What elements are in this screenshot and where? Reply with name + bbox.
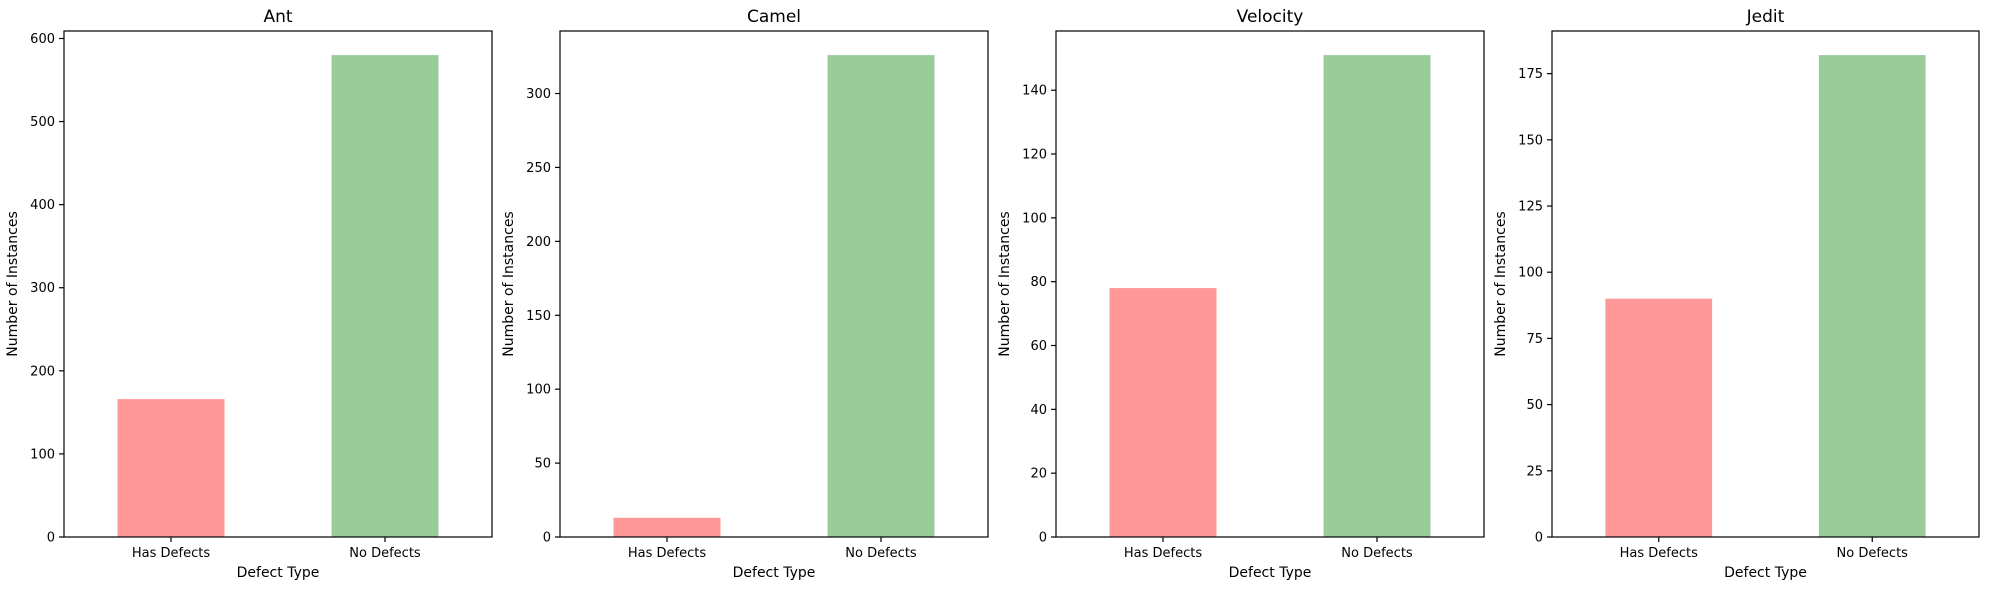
y-axis-label: Number of Instances — [997, 211, 1013, 356]
y-tick-label: 0 — [47, 531, 55, 546]
bar-ant-has-defects — [117, 399, 225, 537]
chart-title: Ant — [263, 7, 292, 27]
x-tick-label: No Defects — [1341, 546, 1413, 561]
bar-jedit-has-defects — [1605, 298, 1713, 537]
y-tick-label: 300 — [526, 87, 551, 102]
y-tick-label: 100 — [526, 383, 551, 398]
x-tick-label: Has Defects — [132, 546, 210, 561]
y-tick-label: 600 — [30, 32, 55, 47]
y-tick-label: 80 — [1030, 275, 1047, 290]
y-tick-label: 0 — [1535, 531, 1543, 546]
x-axis-label: Defect Type — [733, 565, 816, 581]
y-tick-label: 0 — [1039, 531, 1047, 546]
y-tick-label: 50 — [534, 457, 551, 472]
y-axis-label: Number of Instances — [501, 211, 517, 356]
bar-jedit-no-defects — [1818, 55, 1926, 537]
plot-frame — [63, 30, 493, 538]
y-tick-label: 400 — [30, 198, 55, 213]
y-tick-label: 150 — [1518, 133, 1543, 148]
y-tick-label: 100 — [1518, 266, 1543, 281]
y-tick-label: 25 — [1526, 464, 1543, 479]
bar-velocity-has-defects — [1109, 288, 1217, 537]
x-axis-label: Defect Type — [1724, 565, 1807, 581]
y-axis-label: Number of Instances — [1493, 211, 1509, 356]
panel-velocity: Has Defects No Defects 0 20 40 60 80 100 120 140 V… — [997, 7, 1485, 581]
chart-title: Velocity — [1237, 7, 1304, 27]
y-tick-label: 300 — [30, 281, 55, 296]
chart-title: Camel — [747, 7, 801, 27]
panel-camel: Has Defects No Defects 0 50 100 150 200 250 300 C… — [501, 7, 989, 581]
x-tick-label: Has Defects — [628, 546, 706, 561]
y-tick-label: 175 — [1518, 67, 1543, 82]
x-tick-label: No Defects — [1837, 546, 1909, 561]
y-tick-label: 150 — [526, 309, 551, 324]
y-tick-label: 140 — [1022, 84, 1047, 99]
y-tick-label: 500 — [30, 115, 55, 130]
y-tick-label: 0 — [543, 531, 551, 546]
plot-frame — [1551, 30, 1980, 538]
x-tick-label: No Defects — [845, 546, 917, 561]
y-tick-label: 200 — [526, 235, 551, 250]
y-tick-label: 100 — [30, 447, 55, 462]
y-tick-label: 120 — [1022, 148, 1047, 163]
y-tick-label: 250 — [526, 161, 551, 176]
x-tick-label: Has Defects — [1620, 546, 1698, 561]
bar-ant-no-defects — [331, 55, 439, 537]
y-axis-label: Number of Instances — [5, 211, 21, 356]
x-tick-label: No Defects — [349, 546, 421, 561]
bar-camel-has-defects — [613, 517, 721, 537]
panel-ant: Has Defects No Defects 0 100 200 300 400 500 600… — [5, 7, 493, 581]
y-tick-label: 200 — [30, 364, 55, 379]
x-tick-label: Has Defects — [1124, 546, 1202, 561]
y-tick-label: 50 — [1526, 398, 1543, 413]
plot-frame — [559, 30, 989, 538]
plot-frame — [1055, 30, 1485, 538]
y-tick-label: 40 — [1030, 403, 1047, 418]
x-axis-label: Defect Type — [237, 565, 320, 581]
panel-jedit: Has Defects No Defects 0 25 50 75 100 125 150 175… — [1493, 7, 1980, 581]
y-tick-label: 100 — [1022, 211, 1047, 226]
y-tick-label: 20 — [1030, 467, 1047, 482]
y-tick-label: 125 — [1518, 200, 1543, 215]
bar-camel-no-defects — [827, 55, 935, 537]
chart-title: Jedit — [1746, 7, 1785, 27]
y-tick-label: 75 — [1526, 332, 1543, 347]
bar-velocity-no-defects — [1323, 55, 1431, 537]
y-tick-label: 60 — [1030, 339, 1047, 354]
x-axis-label: Defect Type — [1229, 565, 1312, 581]
